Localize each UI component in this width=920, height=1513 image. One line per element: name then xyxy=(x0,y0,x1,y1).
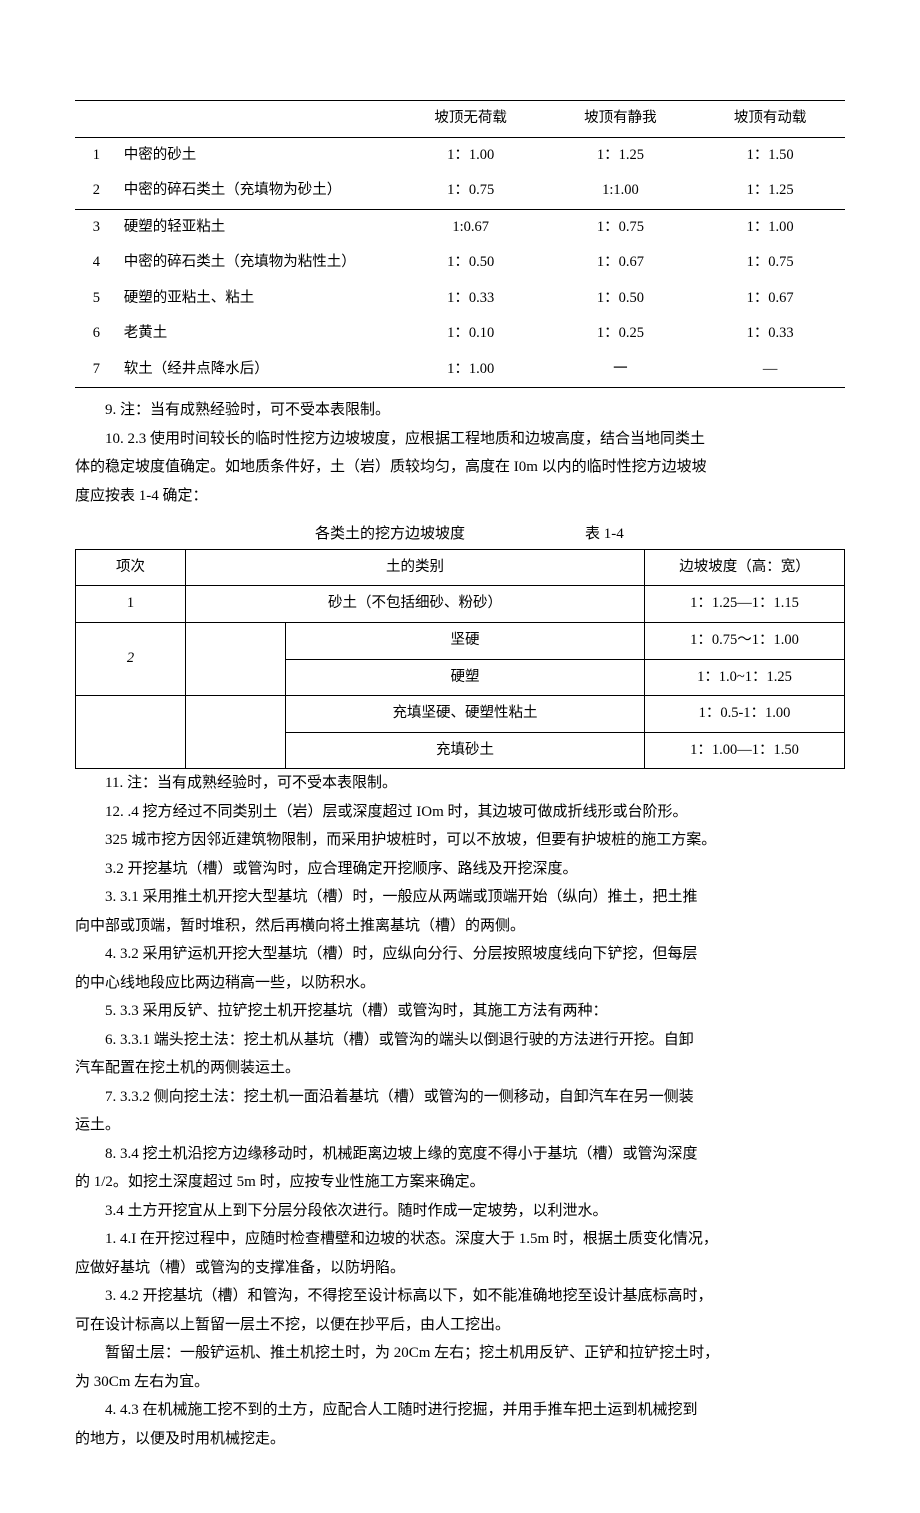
th-blank2 xyxy=(118,101,396,138)
para: 5. 3.3 采用反铲、拉铲挖土机开挖基坑（槽）或管沟时，其施工方法有两种： xyxy=(75,997,845,1026)
table-row: 1 中密的砂土 1：1.00 1：1.25 1：1.50 xyxy=(75,137,845,173)
para: 1. 4.I 在开挖过程中，应随时检查槽壁和边坡的状态。深度大于 1.5m 时，… xyxy=(75,1225,845,1254)
para: 为 30Cm 左右为宜。 xyxy=(75,1368,845,1397)
para: 12. .4 挖方经过不同类别土（岩）层或深度超过 IOm 时，其边坡可做成折线… xyxy=(75,798,845,827)
table-row: 2 中密的碎石类土（充填物为砂土） 1：0.75 1:1.00 1：1.25 xyxy=(75,173,845,209)
para: 汽车配置在挖土机的两侧装运土。 xyxy=(75,1054,845,1083)
th-slope: 边坡坡度（高：宽） xyxy=(645,549,845,586)
para: 应做好基坑（槽）或管沟的支撑准备，以防坍陷。 xyxy=(75,1254,845,1283)
table-row: 5 硬塑的亚粘土、粘土 1：0.33 1：0.50 1：0.67 xyxy=(75,281,845,317)
para: 3. 4.2 开挖基坑（槽）和管沟，不得挖至设计标高以下，如不能准确地挖至设计基… xyxy=(75,1282,845,1311)
caption-title: 各类土的挖方边坡坡度 xyxy=(75,520,585,549)
note: 9. 注：当有成熟经验时，可不受本表限制。 xyxy=(75,396,845,425)
table-row: 1 砂土（不包括细砂、粉砂） 1：1.25—1：1.15 xyxy=(76,586,845,623)
table-row: 充填坚硬、硬塑性粘土 1：0.5-1：1.00 xyxy=(76,696,845,733)
table-row: 4 中密的碎石类土（充填物为粘性土） 1：0.50 1：0.67 1：0.75 xyxy=(75,245,845,281)
para: 3. 3.1 采用推土机开挖大型基坑（槽）时，一般应从两端或顶端开始（纵向）推土… xyxy=(75,883,845,912)
body-text: 9. 注：当有成熟经验时，可不受本表限制。 10. 2.3 使用时间较长的临时性… xyxy=(75,396,845,1453)
slope-table-1: 坡顶无荷载 坡顶有静我 坡顶有动载 1 中密的砂土 1：1.00 1：1.25 … xyxy=(75,100,845,388)
table-row: 6 老黄土 1：0.10 1：0.25 1：0.33 xyxy=(75,316,845,352)
para: 度应按表 1-4 确定： xyxy=(75,482,845,511)
table-caption: 各类土的挖方边坡坡度 表 1-4 xyxy=(75,520,845,549)
th-dynamic: 坡顶有动载 xyxy=(695,101,845,138)
para: 的地方，以便及时用机械挖走。 xyxy=(75,1425,845,1454)
th-static: 坡顶有静我 xyxy=(546,101,696,138)
para: 325 城市挖方因邻近建筑物限制，而采用护坡桩时，可以不放坡，但要有护坡桩的施工… xyxy=(75,826,845,855)
para: 6. 3.3.1 端头挖土法：挖土机从基坑（槽）或管沟的端头以倒退行驶的方法进行… xyxy=(75,1026,845,1055)
th-idx: 项次 xyxy=(76,549,186,586)
para: 4. 3.2 采用铲运机开挖大型基坑（槽）时，应纵向分行、分层按照坡度线向下铲挖… xyxy=(75,940,845,969)
para: 3.2 开挖基坑（槽）或管沟时，应合理确定开挖顺序、路线及开挖深度。 xyxy=(75,855,845,884)
para: 体的稳定坡度值确定。如地质条件好，土（岩）质较均匀，高度在 I0m 以内的临时性… xyxy=(75,453,845,482)
table-row: 2 坚硬 1：0.75～1：1.00 xyxy=(76,622,845,659)
slope-table-2: 项次 土的类别 边坡坡度（高：宽） 1 砂土（不包括细砂、粉砂） 1：1.25—… xyxy=(75,549,845,769)
para: 暂留土层：一般铲运机、推土机挖土时，为 20Cm 左右；挖土机用反铲、正铲和拉铲… xyxy=(75,1339,845,1368)
para: 运土。 xyxy=(75,1111,845,1140)
table-row: 7 软土（经井点降水后） 1：1.00 一 — xyxy=(75,352,845,388)
para: 可在设计标高以上暂留一层土不挖，以便在抄平后，由人工挖出。 xyxy=(75,1311,845,1340)
para: 的中心线地段应比两边稍高一些，以防积水。 xyxy=(75,969,845,998)
para: 7. 3.3.2 侧向挖土法：挖土机一面沿着基坑（槽）或管沟的一侧移动，自卸汽车… xyxy=(75,1083,845,1112)
th-type: 土的类别 xyxy=(186,549,645,586)
th-blank1 xyxy=(75,101,118,138)
table-row: 3 硬塑的轻亚粘土 1:0.67 1：0.75 1：1.00 xyxy=(75,209,845,245)
caption-number: 表 1-4 xyxy=(585,520,845,549)
para: 的 1/2。如挖土深度超过 5m 时，应按专业性施工方案来确定。 xyxy=(75,1168,845,1197)
para: 11. 注：当有成熟经验时，可不受本表限制。 xyxy=(75,769,845,798)
para: 4. 4.3 在机械施工挖不到的土方，应配合人工随时进行挖掘，并用手推车把土运到… xyxy=(75,1396,845,1425)
para: 10. 2.3 使用时间较长的临时性挖方边坡坡度，应根据工程地质和边坡高度，结合… xyxy=(75,425,845,454)
th-noload: 坡顶无荷载 xyxy=(396,101,546,138)
para: 8. 3.4 挖土机沿挖方边缘移动时，机械距离边坡上缘的宽度不得小于基坑（槽）或… xyxy=(75,1140,845,1169)
para: 向中部或顶端，暂时堆积，然后再横向将土推离基坑（槽）的两侧。 xyxy=(75,912,845,941)
para: 3.4 土方开挖宜从上到下分层分段依次进行。随时作成一定坡势，以利泄水。 xyxy=(75,1197,845,1226)
